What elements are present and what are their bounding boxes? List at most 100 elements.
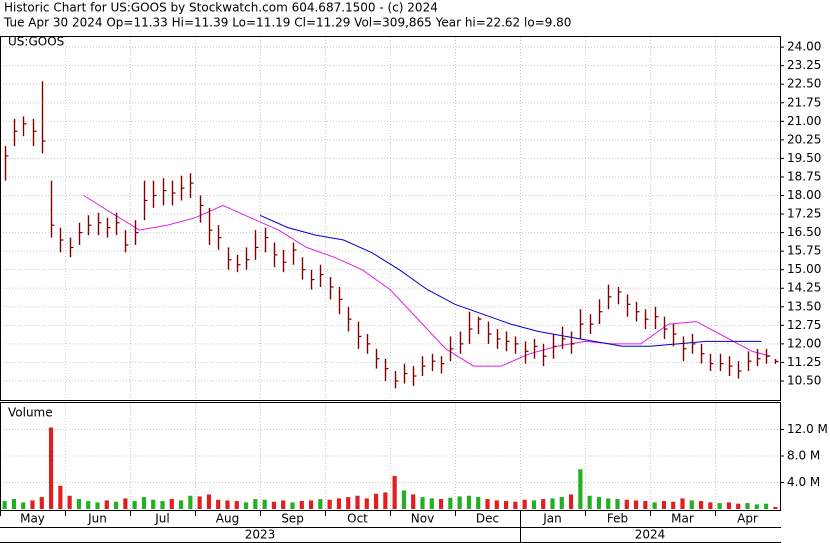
volume-bar <box>550 498 555 510</box>
volume-bar <box>336 498 342 510</box>
volume-bar <box>773 506 778 510</box>
volume-bar <box>531 500 537 510</box>
volume-bar <box>652 502 657 510</box>
volume-bar <box>262 499 267 510</box>
x-tick-label: Nov <box>411 512 434 526</box>
volume-bar <box>188 495 193 510</box>
y-tick-label: 21.75 <box>787 95 821 109</box>
year-label: 2023 <box>245 528 276 542</box>
volume-bar <box>2 501 7 510</box>
volume-bar <box>243 502 249 510</box>
volume-bar <box>308 500 314 510</box>
volume-bar <box>364 498 369 510</box>
volume-bar <box>726 502 732 510</box>
volume-bar <box>290 502 295 510</box>
y-tick-label: 18.75 <box>787 169 821 183</box>
volume-bar <box>438 499 444 510</box>
volume-bar <box>271 501 277 510</box>
price-panel <box>0 36 781 401</box>
y-tick-label: 18.00 <box>787 188 821 202</box>
volume-bar <box>708 502 713 510</box>
y-tick-label: 8.0 M <box>787 449 820 463</box>
volume-label: Volume <box>8 406 53 420</box>
header-line: Tue Apr 30 2024 Op=11.33 Hi=11.39 Lo=11.… <box>3 16 571 30</box>
volume-bar <box>318 499 323 510</box>
y-tick-label: 12.0 M <box>787 422 828 436</box>
volume-bar <box>373 493 379 510</box>
volume-bar <box>429 498 434 510</box>
volume-bar <box>151 499 156 510</box>
volume-bar <box>559 497 564 510</box>
volume-bar <box>58 485 63 510</box>
x-tick-label: Dec <box>476 512 499 526</box>
volume-bar <box>717 503 722 510</box>
volume-bar <box>401 490 407 510</box>
volume-bar <box>346 497 351 510</box>
volume-bar <box>596 497 602 510</box>
volume-bar <box>383 492 388 510</box>
y-tick-label: 15.75 <box>787 244 821 258</box>
x-tick-label: Jul <box>154 512 169 526</box>
y-tick-label: 13.50 <box>787 299 821 313</box>
volume-bar <box>123 498 128 510</box>
volume-bar <box>11 499 17 510</box>
x-tick-label: Jan <box>542 512 562 526</box>
volume-bar <box>643 501 648 510</box>
volume-bar <box>494 500 499 510</box>
volume-bar <box>522 499 527 510</box>
volume-bar <box>680 498 685 510</box>
volume-bar <box>466 495 472 510</box>
header-line: Historic Chart for US:GOOS by Stockwatch… <box>4 1 438 15</box>
y-tick-label: 24.00 <box>787 40 821 54</box>
year-label: 2024 <box>635 528 666 542</box>
volume-bar <box>95 502 100 510</box>
volume-bar <box>253 499 258 510</box>
volume-bar <box>86 501 91 510</box>
x-tick-label: Mar <box>671 512 694 526</box>
y-tick-label: 15.00 <box>787 262 821 276</box>
volume-bar <box>568 494 574 510</box>
symbol-label: US:GOOS <box>8 35 64 49</box>
volume-bar <box>67 495 72 510</box>
volume-bar <box>476 497 481 510</box>
volume-bar <box>178 500 184 510</box>
y-tick-label: 20.25 <box>787 132 821 146</box>
x-tick-label: Sep <box>281 512 304 526</box>
volume-bar <box>132 501 137 510</box>
volume-bar <box>225 500 230 510</box>
volume-bar <box>48 427 54 510</box>
volume-bar <box>745 503 750 510</box>
volume-bar <box>698 501 704 510</box>
volume-bar <box>21 502 26 510</box>
y-tick-label: 14.25 <box>787 281 821 295</box>
volume-bar <box>104 500 109 510</box>
y-tick-label: 12.00 <box>787 336 821 350</box>
volume-bar <box>754 504 759 510</box>
volume-bar <box>513 501 518 510</box>
volume-bar <box>633 500 639 510</box>
volume-bar <box>587 495 592 510</box>
y-tick-label: 17.25 <box>787 207 821 221</box>
volume-bar <box>39 497 44 510</box>
volume-bar <box>503 501 509 510</box>
volume-bar <box>392 475 397 510</box>
volume-bar <box>606 498 611 510</box>
volume-bar <box>169 499 174 510</box>
volume-bar <box>763 503 769 510</box>
moving-average <box>259 214 762 347</box>
volume-bar <box>736 503 741 510</box>
volume-bar <box>578 469 583 510</box>
volume-bar <box>197 496 202 510</box>
x-tick-label: Feb <box>607 512 628 526</box>
y-tick-label: 19.50 <box>787 151 821 165</box>
y-tick-label: 4.0 M <box>787 475 820 489</box>
volume-bar <box>299 501 304 510</box>
x-tick-label: Aug <box>216 512 239 526</box>
x-tick-label: Oct <box>347 512 368 526</box>
y-tick-label: 11.25 <box>787 355 821 369</box>
volume-bar <box>624 499 629 510</box>
x-tick-label: Apr <box>737 512 758 526</box>
